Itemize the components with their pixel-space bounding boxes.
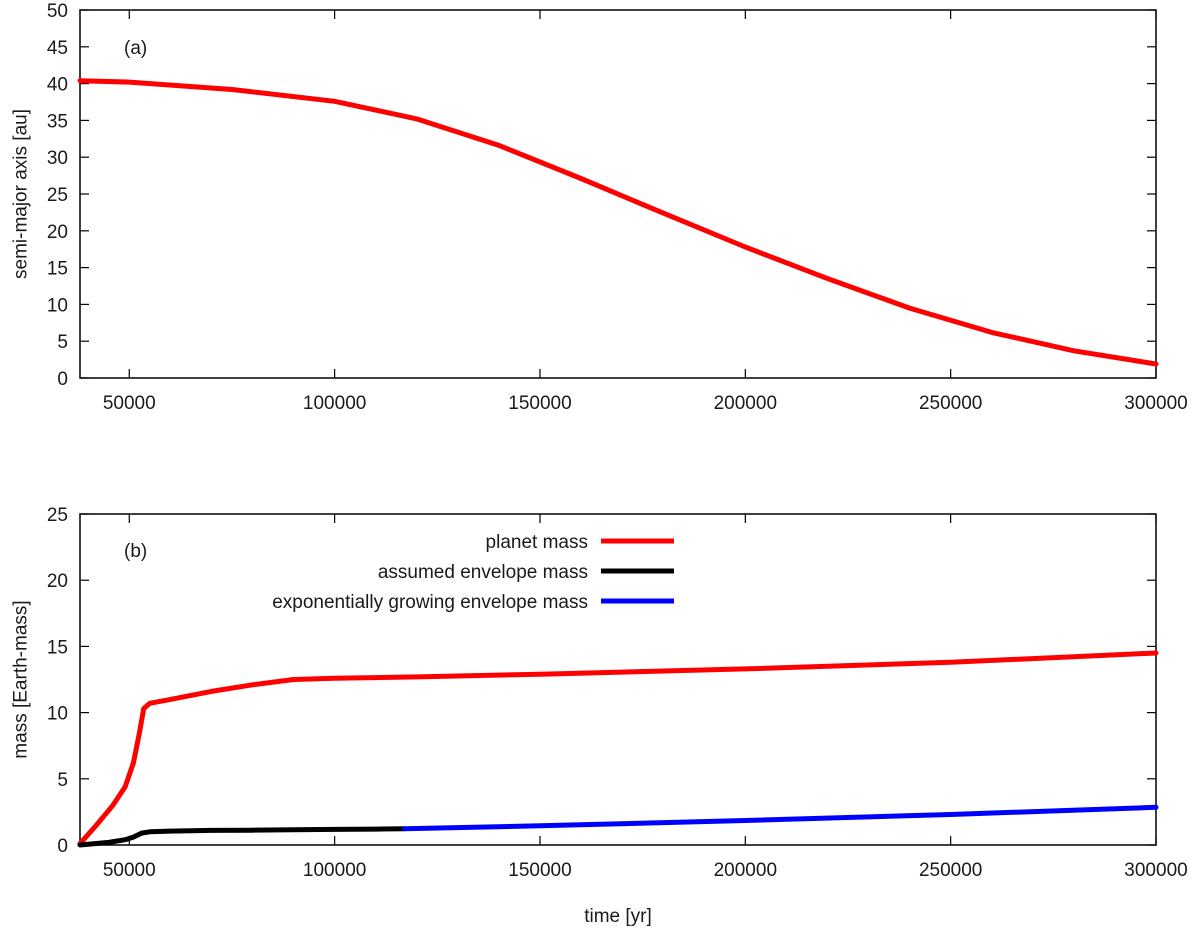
- panel-a-ticks: 50000 100000 150000 200000 250000 300000 0 5 10 1…: [47, 1, 1188, 414]
- x-tick-label: 300000: [1124, 393, 1187, 414]
- panel-b-x-axis-label: time [yr]: [584, 906, 652, 927]
- y-tick-label: 40: [47, 75, 68, 96]
- legend-label: planet mass: [486, 532, 588, 553]
- y-tick-label: 25: [47, 505, 68, 526]
- x-tick-label: 200000: [714, 393, 777, 414]
- legend-label: exponentially growing envelope mass: [272, 592, 588, 613]
- panel-b-series: [77, 650, 1159, 848]
- panel-b-label: (b): [124, 541, 147, 562]
- y-tick-label: 0: [57, 369, 68, 390]
- y-tick-label: 25: [47, 185, 68, 206]
- panel-a-y-axis-label: semi-major axis [au]: [11, 109, 32, 279]
- x-tick-label: 50000: [103, 860, 156, 881]
- y-tick-label: 15: [47, 637, 68, 658]
- x-tick-label: 150000: [508, 860, 571, 881]
- x-tick-label: 100000: [303, 860, 366, 881]
- panel-b-plot-frame: [79, 513, 1157, 846]
- y-tick-label: 5: [57, 332, 68, 353]
- x-tick-label: 100000: [303, 393, 366, 414]
- panel-b-mass: 50000 100000 150000 200000 250000 300000 0 5 10 1…: [11, 505, 1188, 927]
- x-tick-label: 300000: [1124, 860, 1187, 881]
- panel-b-legend: planet mass assumed envelope mass exponent…: [272, 532, 674, 613]
- planet-mass-line: [77, 650, 1159, 847]
- y-tick-label: 50: [47, 1, 68, 22]
- y-tick-label: 15: [47, 259, 68, 280]
- y-tick-label: 20: [47, 571, 68, 592]
- panel-b-y-axis-label: mass [Earth-mass]: [11, 600, 32, 758]
- x-tick-label: 250000: [919, 393, 982, 414]
- panel-a-semi-major-axis: 50000 100000 150000 200000 250000 300000 0 5 10 1…: [11, 1, 1188, 414]
- y-tick-label: 35: [47, 111, 68, 132]
- panel-b-ticks: 50000 100000 150000 200000 250000 300000 0 5 10 1…: [47, 505, 1188, 881]
- exponentially-growing-envelope-mass-line: [401, 804, 1159, 832]
- y-tick-label: 0: [57, 836, 68, 857]
- x-tick-label: 150000: [508, 393, 571, 414]
- x-tick-label: 250000: [919, 860, 982, 881]
- semi-major-axis-line: [77, 78, 1159, 367]
- y-tick-label: 10: [47, 295, 68, 316]
- panel-a-label: (a): [124, 38, 147, 59]
- panel-a-series: [77, 78, 1159, 367]
- y-tick-label: 45: [47, 38, 68, 59]
- assumed-envelope-mass-line: [77, 826, 407, 848]
- y-tick-label: 10: [47, 704, 68, 725]
- y-tick-label: 30: [47, 148, 68, 169]
- x-tick-label: 50000: [103, 393, 156, 414]
- x-tick-label: 200000: [714, 860, 777, 881]
- legend-label: assumed envelope mass: [378, 562, 588, 583]
- y-tick-label: 5: [57, 770, 68, 791]
- y-tick-label: 20: [47, 222, 68, 243]
